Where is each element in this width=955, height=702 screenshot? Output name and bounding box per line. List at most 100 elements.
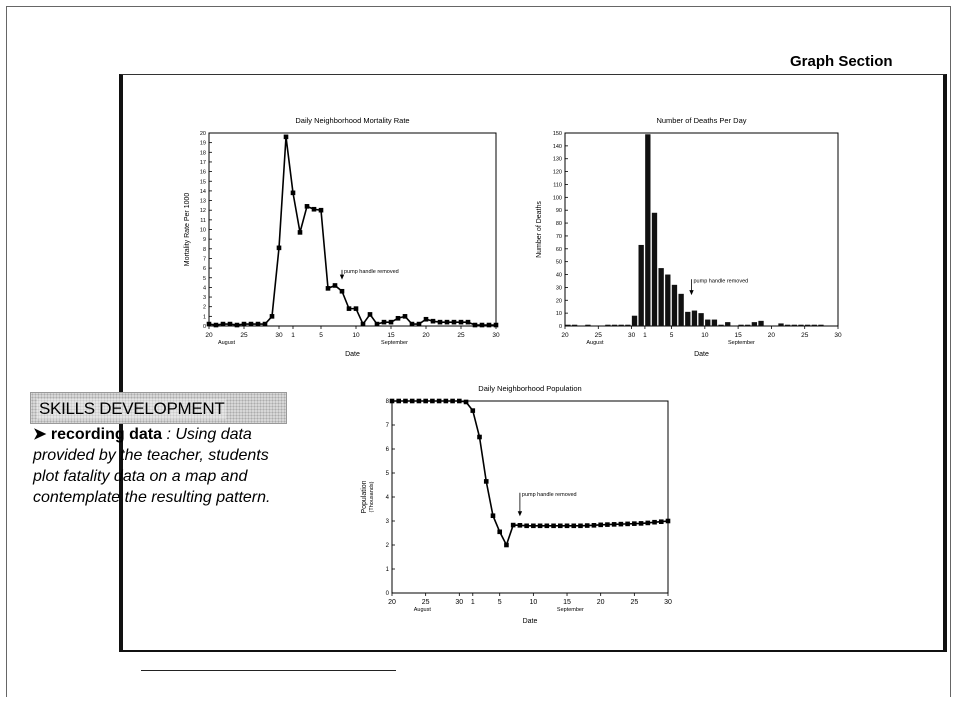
y-tick-label: 20 [200, 131, 206, 137]
y-tick-label: 30 [556, 285, 562, 291]
data-point [618, 521, 624, 527]
skills-keyword: recording data [50, 426, 162, 443]
data-point [463, 399, 469, 405]
data-point [269, 314, 275, 319]
x-tick-label: 1 [471, 599, 475, 606]
data-point [524, 523, 529, 529]
y-tick-label: 3 [203, 295, 206, 301]
y-axis-label: Number of Deaths [536, 201, 543, 258]
bar [718, 324, 724, 326]
data-point [472, 322, 478, 328]
data-point [625, 521, 630, 527]
bar [811, 324, 817, 326]
data-point [517, 523, 523, 528]
y-axis-sublabel: (Thousands) [369, 481, 375, 512]
data-point [396, 398, 402, 404]
plot-frame [564, 132, 839, 327]
bar [711, 319, 718, 326]
data-point [220, 321, 226, 327]
data-point [450, 398, 455, 404]
data-point [479, 322, 485, 328]
population-chart: Daily Neighborhood Population 0 1 2 3 4 5 6 7 8 20… [361, 384, 672, 625]
y-tick-label: 6 [386, 447, 390, 453]
data-point [571, 523, 577, 529]
y-tick-label: 60 [556, 247, 562, 253]
bar [565, 324, 571, 326]
y-tick-label: 6 [203, 266, 206, 272]
bar [758, 320, 764, 326]
skills-box: SKILLS DEVELOPMENT [30, 392, 287, 424]
data-point [332, 283, 338, 288]
bar [605, 324, 611, 326]
y-axis-label: Mortality Rate Per 1000 [184, 193, 191, 267]
y-tick-label: 7 [386, 423, 390, 429]
data-point [227, 321, 233, 327]
y-tick-label: 4 [203, 285, 206, 291]
data-point [248, 321, 254, 327]
data-point [367, 312, 373, 317]
data-point [430, 318, 436, 324]
series-line [208, 136, 496, 326]
data-point [497, 529, 503, 535]
y-tick-label: 15 [200, 179, 206, 185]
data-point [483, 479, 489, 484]
data-point [486, 322, 492, 328]
chart-title: Daily Neighborhood Population [478, 384, 581, 393]
data-point [325, 286, 331, 291]
x-tick-label: 15 [387, 332, 395, 339]
data-point [531, 523, 536, 529]
mortality-rate-chart: Daily Neighborhood Mortality Rate0123456… [184, 116, 500, 358]
y-tick-label: 18 [200, 150, 206, 156]
data-point [339, 288, 345, 294]
arrow-icon: ➤ [33, 426, 47, 443]
x-tick-label: 30 [275, 332, 283, 339]
data-point [537, 523, 543, 529]
bar [651, 212, 658, 326]
x-tick-label: 20 [388, 599, 396, 606]
data-point [346, 306, 352, 311]
chart-title: Daily Neighborhood Mortality Rate [295, 116, 409, 125]
x-axis-label: Date [694, 351, 709, 358]
x-tick-label: 25 [630, 599, 638, 606]
annotation-text: pump handle removed [522, 492, 577, 498]
data-point [584, 523, 590, 528]
data-point [262, 321, 268, 327]
data-point [402, 314, 408, 319]
bar [685, 311, 691, 326]
data-point [416, 398, 422, 404]
data-point [458, 319, 464, 325]
data-point [389, 398, 395, 404]
bottom-rule [141, 670, 396, 671]
x-tick-label: 25 [422, 599, 430, 606]
month-label: September [381, 340, 408, 346]
x-tick-label: 25 [240, 332, 248, 339]
plot-frame [208, 132, 497, 327]
bar [698, 313, 704, 326]
page-frame [6, 6, 951, 697]
y-tick-label: 50 [556, 260, 562, 266]
data-point [276, 245, 282, 251]
data-point [423, 398, 428, 404]
month-label: August [414, 607, 432, 613]
y-tick-label: 0 [203, 324, 206, 330]
bar [798, 324, 804, 326]
x-tick-label: 20 [205, 332, 213, 339]
data-point [598, 522, 603, 528]
bar [751, 322, 758, 326]
data-point [645, 520, 651, 526]
x-tick-label: 20 [561, 332, 569, 339]
data-point [605, 522, 610, 527]
data-point [470, 408, 476, 413]
data-point [578, 523, 583, 529]
data-point [477, 434, 482, 440]
data-point [353, 306, 359, 311]
data-point [423, 316, 429, 322]
data-point [395, 315, 401, 321]
data-point [658, 519, 664, 525]
data-point [241, 321, 247, 327]
bar [631, 315, 638, 326]
x-tick-label: 25 [595, 332, 603, 339]
data-point [437, 319, 443, 325]
bar [645, 134, 651, 326]
annotation-text: pump handle removed [344, 269, 399, 275]
